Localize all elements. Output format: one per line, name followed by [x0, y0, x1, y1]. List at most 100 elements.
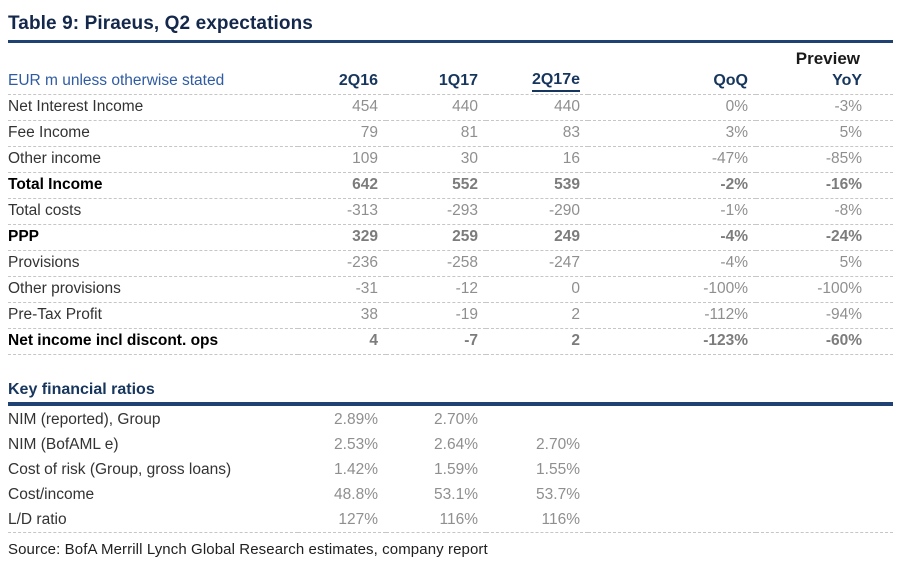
- row-value: -236: [346, 254, 378, 271]
- underlined-column-label: 2Q17e: [531, 71, 580, 92]
- row-value: 116%: [541, 510, 581, 528]
- row-value: -24%: [825, 228, 863, 245]
- row-value: 249: [554, 228, 580, 245]
- row-value: -16%: [825, 176, 863, 193]
- ratios-heading: Key financial ratios: [8, 380, 155, 398]
- row-value: -313: [346, 202, 378, 219]
- row-value: 0: [571, 280, 580, 297]
- table-row: NIM (BofAML e) 2.53% 2.64% 2.70%: [8, 433, 893, 458]
- row-value: 454: [352, 98, 378, 115]
- row-value: 127%: [338, 510, 378, 528]
- row-value: -7: [464, 332, 478, 349]
- main-table-body: Net Interest Income 454 440 440 0% -3% Fee Inc…: [8, 94, 894, 354]
- preview-label: Preview: [795, 49, 861, 68]
- ratios-rule: [8, 401, 893, 406]
- row-value: 440: [554, 98, 580, 115]
- row-value: -4%: [720, 254, 748, 271]
- row-value: 2: [571, 332, 580, 349]
- row-value: 16: [562, 150, 580, 167]
- row-label: L/D ratio: [8, 510, 67, 528]
- title-rule: [8, 40, 893, 43]
- row-value: -112%: [704, 306, 748, 323]
- row-value: 552: [452, 176, 478, 193]
- row-value: -60%: [825, 332, 863, 349]
- row-value: -290: [548, 202, 580, 219]
- row-value: [588, 508, 756, 533]
- spacer-cell: [298, 43, 386, 69]
- table-row: Pre-Tax Profit 38 -19 2 -112% -94%: [8, 302, 894, 328]
- row-value: 4: [369, 332, 378, 349]
- row-value: -12: [455, 280, 478, 297]
- page-title: Table 9: Piraeus, Q2 expectations: [8, 13, 313, 34]
- table-row: Net income incl discont. ops 4 -7 2 -123% -60…: [8, 328, 894, 354]
- table-row: Fee Income 79 81 83 3% 5%: [8, 120, 894, 146]
- row-label: Fee Income: [8, 124, 90, 141]
- row-value: 53.1%: [434, 486, 478, 503]
- row-value: 79: [360, 124, 378, 141]
- row-value: -3%: [834, 98, 863, 115]
- row-value: 2.64%: [434, 436, 478, 453]
- spacer-cell: [486, 43, 588, 69]
- row-value: -293: [446, 202, 478, 219]
- row-value: 2.89%: [334, 411, 378, 428]
- row-label: Total Income: [8, 176, 103, 193]
- row-value: 1.42%: [334, 461, 378, 478]
- row-value: 2.70%: [434, 411, 478, 428]
- column-header-2q17e: 2Q17e: [486, 69, 588, 95]
- row-value: 83: [562, 124, 580, 141]
- preview-row: Preview: [8, 43, 893, 69]
- row-value: 1.59%: [434, 461, 478, 478]
- row-value: -4%: [720, 228, 748, 245]
- column-header-row: EUR m unless otherwise stated 2Q16 1Q17 …: [8, 69, 894, 95]
- row-value: [756, 508, 893, 533]
- row-label: Pre-Tax Profit: [8, 306, 102, 323]
- table-row: Provisions -236 -258 -247 -4% 5%: [8, 250, 894, 276]
- row-label: PPP: [8, 228, 40, 245]
- row-value: [588, 458, 756, 483]
- row-value: 329: [352, 228, 378, 245]
- row-value: [756, 458, 893, 483]
- table-row: Other income 109 30 16 -47% -85%: [8, 146, 894, 172]
- row-value: -123%: [703, 332, 748, 349]
- row-value: -1%: [720, 202, 748, 219]
- table-row: PPP 329 259 249 -4% -24%: [8, 224, 894, 250]
- row-value: 440: [452, 98, 478, 115]
- row-value: -258: [446, 254, 478, 271]
- row-label: Total costs: [8, 202, 82, 219]
- unit-label: EUR m unless otherwise stated: [8, 69, 298, 95]
- row-value: [588, 483, 756, 508]
- table-row: Total costs -313 -293 -290 -1% -8%: [8, 198, 894, 224]
- row-label: Other provisions: [8, 280, 121, 297]
- row-label: NIM (reported), Group: [8, 411, 161, 428]
- row-value: 642: [352, 176, 378, 193]
- row-value: 30: [460, 150, 478, 167]
- row-value: 109: [352, 150, 378, 167]
- row-value: [588, 433, 756, 458]
- row-label: Provisions: [8, 254, 80, 271]
- ratios-table: NIM (reported), Group 2.89% 2.70% NIM (BofA…: [8, 408, 893, 534]
- row-value: 2.70%: [536, 436, 580, 453]
- column-header-qoq: QoQ: [588, 69, 756, 95]
- row-value: -100%: [817, 280, 863, 297]
- spacer-cell: [8, 43, 298, 69]
- spacer-cell: [386, 43, 486, 69]
- row-label: Other income: [8, 150, 102, 167]
- row-label: Cost/income: [8, 486, 95, 503]
- row-value: 53.7%: [536, 486, 580, 503]
- row-value: 259: [452, 228, 478, 245]
- main-table: Preview EUR m unless otherwise stated 2Q…: [8, 43, 894, 355]
- row-value: -94%: [825, 306, 863, 323]
- column-header-yoy: YoY: [756, 69, 894, 95]
- row-value: 2.53%: [334, 436, 378, 453]
- row-value: 5%: [839, 124, 863, 141]
- row-value: -31: [355, 280, 378, 297]
- table-row: Cost of risk (Group, gross loans) 1.42% 1.…: [8, 458, 893, 483]
- table-row: Cost/income 48.8% 53.1% 53.7%: [8, 483, 893, 508]
- row-value: -8%: [834, 202, 863, 219]
- row-value: 48.8%: [334, 486, 378, 503]
- table-row: L/D ratio 127% 116% 116%: [8, 508, 893, 533]
- row-value: 38: [360, 306, 378, 323]
- table-row: Other provisions -31 -12 0 -100% -100%: [8, 276, 894, 302]
- row-value: [486, 408, 588, 433]
